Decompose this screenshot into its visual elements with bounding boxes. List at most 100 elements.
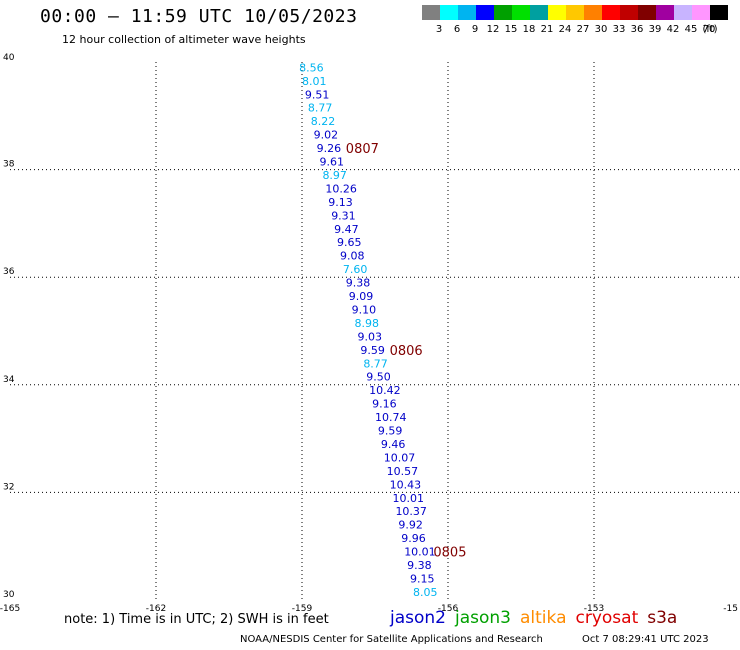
colorbar-swatch bbox=[476, 5, 494, 20]
page-subtitle: 12 hour collection of altimeter wave hei… bbox=[62, 33, 306, 46]
satellite-legend-s3a: s3a bbox=[647, 608, 678, 628]
colorbar-swatch bbox=[548, 5, 566, 20]
wave-height-label: 9.16 bbox=[372, 398, 397, 411]
colorbar-tick-label: 12 bbox=[487, 24, 500, 35]
colorbar-tick-label: 6 bbox=[454, 24, 460, 35]
colorbar-swatch bbox=[530, 5, 548, 20]
wave-height-label: 9.59 bbox=[378, 425, 403, 438]
colorbar-tick-label: 21 bbox=[541, 24, 554, 35]
wave-height-label: 10.26 bbox=[325, 182, 357, 195]
wave-height-label: 9.38 bbox=[407, 559, 432, 572]
wave-height-label: 10.42 bbox=[369, 384, 401, 397]
colorbar-tick-label: 18 bbox=[523, 24, 536, 35]
colorbar-tick-label: 39 bbox=[649, 24, 662, 35]
wave-height-label: 8.22 bbox=[311, 115, 336, 128]
y-tick-label: 36 bbox=[3, 267, 15, 277]
wave-height-label: 9.26 bbox=[317, 142, 342, 155]
y-tick-label: 30 bbox=[3, 590, 15, 600]
wave-height-label: 10.43 bbox=[390, 478, 422, 491]
colorbar-tick-label: 33 bbox=[613, 24, 626, 35]
wave-height-label: 9.09 bbox=[349, 290, 374, 303]
satellite-legend-jason2: jason2 bbox=[390, 608, 446, 628]
y-tick-label: 34 bbox=[3, 375, 15, 385]
colorbar-swatch bbox=[710, 5, 728, 20]
x-tick-label: -153 bbox=[584, 604, 604, 614]
wave-height-label: 9.51 bbox=[305, 88, 330, 101]
satellite-legend-cryosat: cryosat bbox=[575, 608, 639, 628]
wave-height-label: 8.98 bbox=[355, 317, 380, 330]
wave-height-label: 10.01 bbox=[404, 546, 436, 559]
wave-height-label: 9.13 bbox=[328, 196, 353, 209]
wave-height-label: 9.08 bbox=[340, 250, 365, 263]
colorbar-swatch bbox=[620, 5, 638, 20]
y-tick-label: 32 bbox=[3, 482, 14, 492]
wave-height-label: 8.05 bbox=[413, 586, 438, 599]
x-tick-label: -156 bbox=[438, 604, 459, 614]
wave-height-label: 9.10 bbox=[352, 303, 377, 316]
pass-time-label: 0807 bbox=[346, 142, 379, 157]
wave-height-label: 9.03 bbox=[357, 330, 382, 343]
x-tick-label: -162 bbox=[146, 604, 166, 614]
colorbar-tick-label: 42 bbox=[667, 24, 680, 35]
colorbar-tick-label: 9 bbox=[472, 24, 478, 35]
wave-height-label: 9.59 bbox=[360, 344, 385, 357]
colorbar-swatch bbox=[584, 5, 602, 20]
page-title: 00:00 – 11:59 UTC 10/05/2023 bbox=[40, 6, 358, 27]
colorbar-tick-label: 36 bbox=[631, 24, 644, 35]
x-tick-label: -165 bbox=[0, 604, 20, 614]
colorbar-tick-label: 24 bbox=[559, 24, 572, 35]
colorbar-swatch bbox=[494, 5, 512, 20]
pass-time-label: 0805 bbox=[433, 546, 466, 561]
colorbar-tick-label: 30 bbox=[595, 24, 608, 35]
y-tick-label: 40 bbox=[3, 53, 15, 63]
colorbar-swatch bbox=[638, 5, 656, 20]
wave-height-label: 9.46 bbox=[381, 438, 406, 451]
wave-height-label: 8.77 bbox=[308, 102, 333, 115]
wave-height-label: 10.57 bbox=[387, 465, 419, 478]
colorbar-unit: (ft) bbox=[702, 24, 717, 35]
wave-height-label: 9.50 bbox=[366, 371, 391, 384]
wave-height-label: 8.97 bbox=[322, 169, 347, 182]
colorbar-swatch bbox=[656, 5, 674, 20]
colorbar-tick-label: 45 bbox=[685, 24, 698, 35]
wave-height-label: 9.65 bbox=[337, 236, 362, 249]
satellite-legend-altika: altika bbox=[520, 608, 567, 628]
wave-height-label: 9.31 bbox=[331, 209, 356, 222]
wave-height-label: 9.02 bbox=[314, 129, 339, 142]
wave-height-label: 7.60 bbox=[343, 263, 368, 276]
color-scale-legend: 3 6 9 12 15 18 21 24 27 30 33 36 39 42 45 70(ft) bbox=[422, 5, 728, 35]
wave-height-label: 10.37 bbox=[395, 505, 427, 518]
satellite-legend: jason2 jason3 altika cryosat s3a bbox=[390, 608, 686, 628]
credit-text: NOAA/NESDIS Center for Satellite Applica… bbox=[240, 634, 543, 645]
wave-height-label: 9.15 bbox=[410, 572, 435, 585]
colorbar-swatch bbox=[602, 5, 620, 20]
footer-note: note: 1) Time is in UTC; 2) SWH is in fe… bbox=[64, 612, 329, 627]
colorbar-swatch bbox=[512, 5, 530, 20]
wave-height-label: 9.92 bbox=[398, 519, 423, 532]
generation-timestamp: Oct 7 08:29:41 UTC 2023 bbox=[582, 634, 709, 645]
wave-height-label: 10.01 bbox=[393, 492, 425, 505]
wave-height-label: 8.77 bbox=[363, 357, 388, 370]
wave-height-label: 9.38 bbox=[346, 277, 371, 290]
wave-height-label: 9.96 bbox=[401, 532, 426, 545]
colorbar-tick-label: 3 bbox=[436, 24, 442, 35]
colorbar-swatch bbox=[422, 5, 440, 20]
colorbar-swatch bbox=[692, 5, 710, 20]
colorbar-tick-label: 15 bbox=[505, 24, 518, 35]
x-tick-label: -159 bbox=[292, 604, 313, 614]
colorbar-swatch bbox=[440, 5, 458, 20]
x-tick-label: -15 bbox=[723, 604, 738, 614]
colorbar-swatch bbox=[674, 5, 692, 20]
wave-height-label: 9.61 bbox=[320, 156, 345, 169]
wave-height-label: 8.01 bbox=[302, 75, 327, 88]
wave-height-label: 8.56 bbox=[299, 61, 324, 74]
colorbar-tick-label: 70 bbox=[703, 24, 716, 35]
colorbar-tick-label: 27 bbox=[577, 24, 590, 35]
pass-time-label: 0806 bbox=[390, 344, 423, 359]
colorbar-swatch bbox=[566, 5, 584, 20]
colorbar-swatch bbox=[458, 5, 476, 20]
y-tick-label: 38 bbox=[3, 160, 15, 170]
satellite-legend-jason3: jason3 bbox=[455, 608, 511, 628]
wave-height-label: 10.07 bbox=[384, 451, 416, 464]
